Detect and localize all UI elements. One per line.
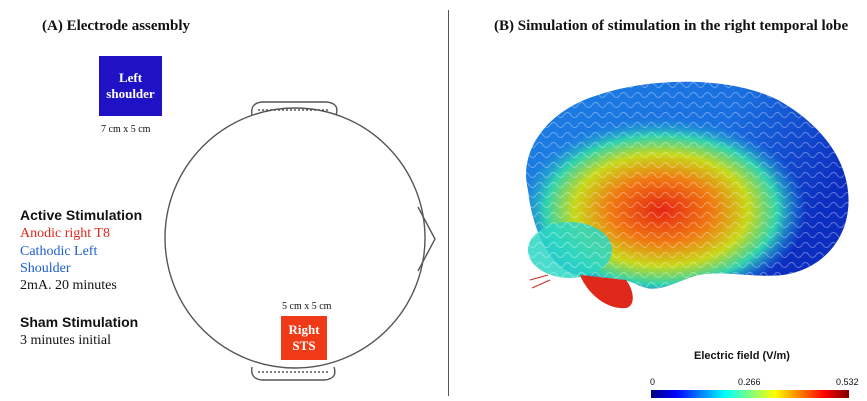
active-params: 2mA. 20 minutes — [20, 278, 117, 293]
colorbar-min: 0 — [650, 377, 656, 387]
active-stimulation-heading: Active Stimulation — [20, 207, 143, 223]
right-sts-electrode: Right STS — [281, 316, 327, 360]
right-electrode-label-2: STS — [292, 338, 316, 353]
colorbar-title: Electric field (V/m) — [694, 350, 790, 362]
left-electrode-label-1: Left — [118, 70, 143, 85]
head-diagram — [164, 101, 436, 381]
colorbar-mid: 0.266 — [738, 377, 761, 387]
cathodic-text-2: Shoulder — [20, 261, 71, 276]
bottom-ridge — [251, 366, 336, 381]
panel-divider — [448, 10, 449, 396]
top-ridge — [251, 101, 338, 116]
left-shoulder-electrode: Left shoulder — [99, 56, 162, 116]
left-electrode-label-2: shoulder — [106, 86, 155, 101]
right-electrode-label-1: Right — [288, 322, 320, 337]
right-electrode-size: 5 cm x 5 cm — [282, 301, 332, 312]
head-outline — [164, 107, 426, 369]
nose-outline — [417, 206, 436, 272]
sham-stimulation-heading: Sham Stimulation — [20, 314, 139, 330]
brain-simulation — [526, 81, 849, 309]
sham-params: 3 minutes initial — [20, 333, 111, 348]
panel-a-title: (A) Electrode assembly — [42, 18, 191, 34]
colorbar — [651, 390, 849, 398]
anodic-text: Anodic right T8 — [20, 226, 110, 241]
cathodic-text-1: Cathodic Left — [20, 244, 98, 259]
brainstem — [580, 275, 633, 309]
left-electrode-size: 7 cm x 5 cm — [101, 124, 151, 135]
panel-b-title: (B) Simulation of stimulation in the rig… — [494, 18, 849, 34]
colorbar-max: 0.532 — [836, 377, 859, 387]
